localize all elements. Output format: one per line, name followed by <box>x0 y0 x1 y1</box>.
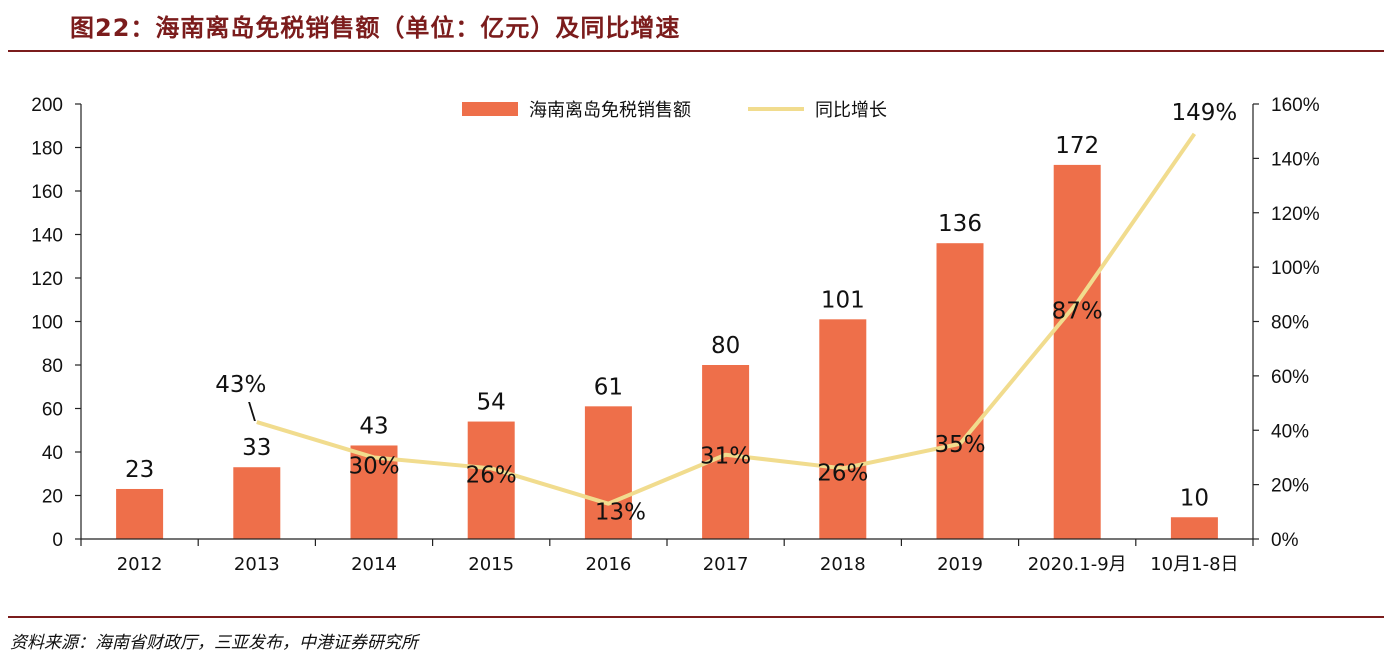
source-note: 资料来源：海南省财政厅，三亚发布，中港证券研究所 <box>10 633 418 653</box>
y-left-tick-label: 160 <box>31 182 63 203</box>
y-left-tick-label: 0 <box>52 530 63 551</box>
y-right-tick-label: 160% <box>1271 95 1320 116</box>
y-left-tick-label: 40 <box>42 443 63 464</box>
legend-label-bar: 海南离岛免税销售额 <box>529 100 691 121</box>
bar-2015 <box>467 421 515 539</box>
bar-data-label: 61 <box>594 374 623 400</box>
x-tick-label: 2014 <box>351 554 397 575</box>
annotation-backslash: \ <box>248 399 256 425</box>
bar-10月1-8日 <box>1170 517 1218 539</box>
bar-data-label: 80 <box>711 333 740 359</box>
bar-data-label: 101 <box>821 287 865 313</box>
bar-2020.1-9月 <box>1053 164 1101 539</box>
x-tick-label: 2016 <box>585 554 631 575</box>
line-data-label: 26% <box>817 460 868 486</box>
y-left-tick-label: 60 <box>42 400 63 421</box>
y-right-tick-label: 120% <box>1271 204 1320 225</box>
bar-data-label: 172 <box>1055 133 1099 159</box>
title-rule <box>8 50 1384 52</box>
x-tick-label: 2020.1-9月 <box>1028 554 1127 575</box>
bar-data-label: 10 <box>1180 485 1209 511</box>
x-tick-label: 2019 <box>937 554 983 575</box>
bar-data-label: 43 <box>359 413 388 439</box>
bar-2014 <box>350 445 398 539</box>
line-data-label: 43% <box>215 372 266 398</box>
legend-swatch-bar <box>462 102 518 116</box>
y-left-tick-label: 140 <box>31 226 63 247</box>
y-right-tick-label: 140% <box>1271 149 1320 170</box>
bar-2013 <box>233 467 281 539</box>
line-data-label: 26% <box>466 462 517 488</box>
bar-data-label: 136 <box>938 211 982 237</box>
bar-data-label: 54 <box>477 390 506 416</box>
x-tick-label: 2013 <box>234 554 280 575</box>
line-data-label: 30% <box>348 453 399 479</box>
y-left-tick-label: 120 <box>31 269 63 290</box>
x-tick-label: 10月1-8日 <box>1150 554 1238 575</box>
y-right-tick-label: 80% <box>1271 313 1309 334</box>
y-right-tick-label: 40% <box>1271 421 1309 442</box>
line-data-label: 149% <box>1172 100 1238 126</box>
bar-data-label: 33 <box>242 435 271 461</box>
y-left-tick-label: 80 <box>42 356 63 377</box>
y-left-tick-label: 180 <box>31 139 63 160</box>
line-data-label: 35% <box>934 432 985 458</box>
legend-label-line: 同比增长 <box>815 100 887 121</box>
bar-2016 <box>584 406 632 539</box>
line-data-label: 13% <box>595 500 646 526</box>
line-data-label: 87% <box>1052 298 1103 324</box>
bar-data-label: 23 <box>125 457 154 483</box>
y-left-tick-label: 20 <box>42 487 63 508</box>
x-tick-label: 2018 <box>820 554 866 575</box>
y-right-tick-label: 100% <box>1271 258 1320 279</box>
line-data-label: 31% <box>700 444 751 470</box>
bar-2019 <box>936 243 984 539</box>
x-tick-label: 2015 <box>468 554 514 575</box>
x-tick-label: 2017 <box>703 554 749 575</box>
x-tick-label: 2012 <box>117 554 163 575</box>
y-right-tick-label: 0% <box>1271 530 1299 551</box>
y-right-tick-label: 20% <box>1271 476 1309 497</box>
source-rule <box>8 616 1384 618</box>
bar-2012 <box>116 488 164 539</box>
y-left-tick-label: 200 <box>31 95 63 116</box>
bar-2018 <box>819 319 867 539</box>
y-right-tick-label: 60% <box>1271 367 1309 388</box>
figure-title: 图22：海南离岛免税销售额（单位：亿元）及同比增速 <box>70 14 681 42</box>
y-left-tick-label: 100 <box>31 313 63 334</box>
bar-2017 <box>702 365 750 539</box>
